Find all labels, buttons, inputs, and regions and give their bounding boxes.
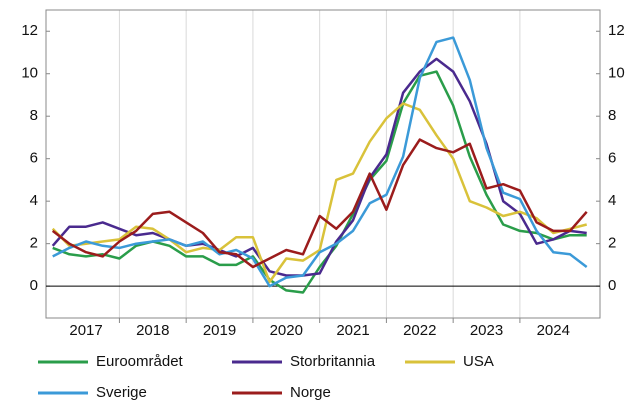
- y2-tick-label: 8: [608, 107, 616, 124]
- x-tick-label: 2022: [403, 322, 436, 339]
- y-tick-label: 12: [21, 22, 38, 39]
- y2-tick-label: 4: [608, 192, 616, 209]
- series-line: [52, 36, 588, 288]
- plot-frame: [45, 9, 601, 319]
- x-tick-label: 2018: [136, 322, 169, 339]
- series-line: [52, 70, 587, 294]
- y-tick-label: 8: [30, 107, 38, 124]
- x-tick-label: 2017: [69, 322, 102, 339]
- legend-label: Norge: [290, 384, 331, 401]
- x-tick-label: 2019: [203, 322, 236, 339]
- legend-label: Storbritannia: [290, 353, 376, 370]
- y2-tick-label: 6: [608, 150, 616, 167]
- y-tick-label: 0: [30, 277, 38, 294]
- y2-tick-label: 2: [608, 235, 616, 252]
- legend-label: Sverige: [96, 384, 147, 401]
- y-tick-label: 2: [30, 235, 38, 252]
- y2-tick-label: 12: [608, 22, 625, 39]
- y-tick-label: 10: [21, 65, 38, 82]
- x-tick-label: 2021: [336, 322, 369, 339]
- legend-label: Euroområdet: [96, 353, 184, 370]
- y-tick-label: 6: [30, 150, 38, 167]
- y-tick-label: 4: [30, 192, 38, 209]
- series-line: [51, 138, 588, 269]
- y2-tick-label: 10: [608, 65, 625, 82]
- x-tick-label: 2020: [270, 322, 303, 339]
- x-tick-label: 2024: [537, 322, 570, 339]
- x-tick-label: 2023: [470, 322, 503, 339]
- series-line: [51, 102, 588, 284]
- legend-label: USA: [463, 353, 494, 370]
- series-line: [51, 57, 587, 277]
- y2-tick-label: 0: [608, 277, 616, 294]
